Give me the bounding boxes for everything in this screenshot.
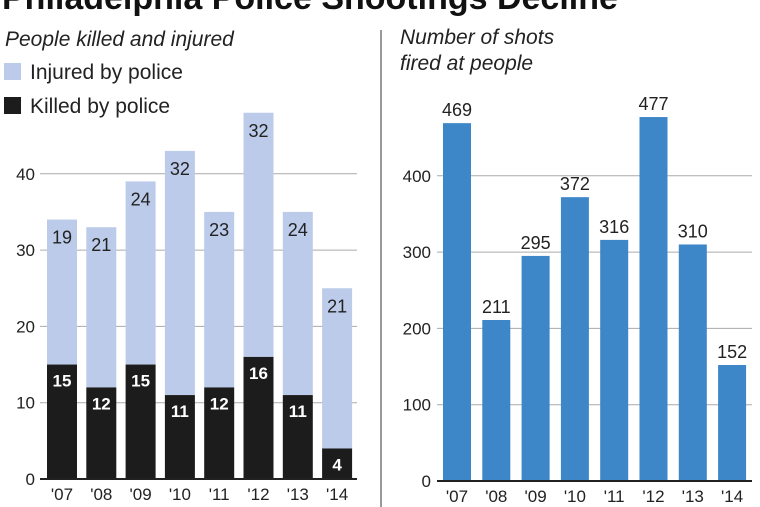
bar-shots [600, 239, 629, 481]
right-chart-title-line2: fired at people [400, 52, 533, 75]
legend-label-injured: Injured by police [30, 61, 183, 84]
x-tick-label: '14 [326, 485, 348, 504]
bar-killed [125, 364, 156, 479]
x-tick-label: '12 [247, 485, 269, 504]
y-tick-label: 40 [16, 165, 35, 184]
x-tick-label: '11 [604, 487, 625, 506]
data-label-killed: 12 [92, 394, 111, 413]
bar-killed [243, 356, 274, 479]
data-label-shots: 316 [599, 217, 629, 237]
bar-injured [282, 211, 313, 396]
y-tick-label: 0 [422, 472, 431, 491]
data-label-shots: 469 [442, 100, 472, 120]
data-label-killed: 15 [53, 372, 72, 391]
data-label-killed: 15 [131, 372, 150, 391]
bar-killed [322, 448, 353, 479]
data-label-injured: 24 [131, 189, 151, 209]
y-tick-label: 300 [403, 243, 431, 262]
bar-shots [521, 255, 550, 481]
x-tick-label: '14 [721, 487, 743, 506]
data-label-killed: 11 [171, 402, 189, 421]
data-label-shots: 477 [638, 94, 668, 114]
bar-shots [560, 197, 589, 481]
bar-killed [282, 395, 313, 479]
data-label-shots: 295 [521, 233, 551, 253]
x-tick-label: '12 [642, 487, 664, 506]
bar-shots [639, 117, 668, 481]
bar-killed [164, 395, 195, 479]
bar-shots [678, 244, 707, 481]
data-label-shots: 211 [482, 297, 511, 317]
x-tick-label: '11 [209, 485, 230, 504]
x-tick-label: '13 [287, 485, 309, 504]
x-tick-label: '07 [51, 485, 73, 504]
y-tick-label: 0 [26, 470, 35, 489]
x-tick-label: '08 [90, 485, 112, 504]
bar-injured [164, 150, 195, 396]
chart-title: Philadelphia Police Shootings Decline [2, 0, 618, 17]
right-chart-title-line1: Number of shots [400, 26, 555, 49]
data-label-shots: 310 [678, 221, 708, 241]
y-tick-label: 200 [403, 319, 431, 338]
data-label-injured: 24 [288, 220, 308, 240]
x-tick-label: '13 [682, 487, 704, 506]
bar-killed [47, 364, 77, 479]
data-label-injured: 21 [91, 235, 111, 255]
y-tick-label: 400 [403, 167, 431, 186]
bar-injured [47, 219, 77, 365]
data-label-killed: 12 [210, 394, 229, 413]
bar-shots [482, 320, 511, 481]
bar-killed [204, 387, 235, 479]
bar-shots [443, 123, 471, 481]
x-tick-label: '10 [564, 487, 586, 506]
data-label-killed: 4 [332, 455, 342, 474]
bar-injured [86, 227, 117, 388]
data-label-injured: 32 [170, 159, 190, 179]
bar-shots [718, 365, 747, 481]
data-label-injured: 21 [327, 296, 347, 316]
left-chart-title: People killed and injured [5, 28, 235, 51]
bar-killed [86, 387, 117, 479]
bar-injured [204, 211, 235, 388]
legend-swatch-injured [4, 63, 21, 80]
data-label-killed: 11 [289, 402, 307, 421]
data-label-injured: 19 [52, 228, 72, 248]
data-label-shots: 372 [560, 174, 590, 194]
data-label-injured: 23 [209, 220, 229, 240]
y-tick-label: 100 [403, 396, 431, 415]
data-label-shots: 152 [717, 342, 747, 362]
x-tick-label: '10 [169, 485, 191, 504]
data-label-killed: 16 [249, 364, 268, 383]
bar-injured [243, 112, 274, 357]
bar-injured [125, 181, 156, 365]
y-tick-label: 30 [16, 241, 35, 260]
data-label-injured: 32 [248, 121, 268, 141]
x-tick-label: '07 [446, 487, 468, 506]
x-tick-label: '09 [130, 485, 152, 504]
legend-label-killed: Killed by police [30, 95, 170, 118]
bar-injured [322, 288, 353, 449]
x-tick-label: '09 [525, 487, 547, 506]
y-tick-label: 20 [16, 317, 35, 336]
y-tick-label: 10 [16, 394, 35, 413]
x-tick-label: '08 [485, 487, 507, 506]
legend-swatch-killed [4, 97, 21, 114]
